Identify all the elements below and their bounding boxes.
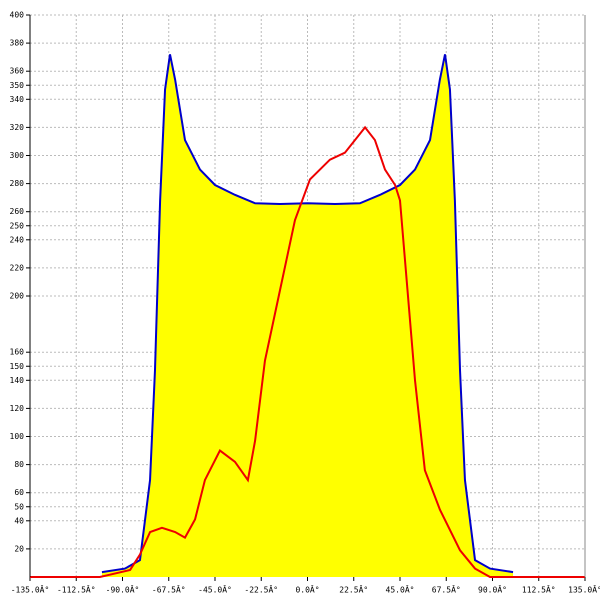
y-tick-label: 200 xyxy=(10,292,25,301)
y-tick-label: 50 xyxy=(14,502,24,511)
y-tick-label: 40 xyxy=(14,516,24,525)
y-tick-label: 80 xyxy=(14,460,24,469)
y-tick-label: 120 xyxy=(10,404,25,413)
y-tick-label: 360 xyxy=(10,67,25,76)
y-tick-label: 250 xyxy=(10,221,25,230)
x-tick-label: -22.5Â° xyxy=(244,584,278,595)
x-tick-label: -67.5Â° xyxy=(152,584,186,595)
x-tick-label: 112.5Â° xyxy=(522,584,556,595)
line xyxy=(30,125,585,578)
area xyxy=(101,54,514,577)
y-tick-label: 160 xyxy=(10,348,25,357)
x-tick-label: 0.0Â° xyxy=(295,584,319,595)
x-tick-label: 90.0Â° xyxy=(478,584,507,595)
y-tick-label: 300 xyxy=(10,151,25,160)
x-tick-label: 67.5Â° xyxy=(432,584,461,595)
y-tick-label: 150 xyxy=(10,362,25,371)
x-tick-label: 135.0Â° xyxy=(568,584,600,595)
y-tick-label: 140 xyxy=(10,376,25,385)
x-tick-label: 22.5Â° xyxy=(339,584,368,595)
y-tick-label: 260 xyxy=(10,207,25,216)
line xyxy=(101,54,514,574)
y-tick-label: 340 xyxy=(10,95,25,104)
x-tick-label: -112.5Â° xyxy=(57,584,96,595)
y-tick-label: 240 xyxy=(10,235,25,244)
y-tick-label: 60 xyxy=(14,488,24,497)
x-tick-label: -90.0Â° xyxy=(106,584,140,595)
y-tick-label: 380 xyxy=(10,39,25,48)
y-tick-label: 320 xyxy=(10,123,25,132)
y-tick-label: 20 xyxy=(14,544,24,553)
y-tick-label: 350 xyxy=(10,81,25,90)
x-tick-label: 45.0Â° xyxy=(386,584,415,595)
y-tick-label: 280 xyxy=(10,179,25,188)
y-tick-label: 400 xyxy=(10,11,25,20)
y-tick-label: 100 xyxy=(10,432,25,441)
x-tick-label: -45.0Â° xyxy=(198,584,232,595)
x-tick-label: -135.0Â° xyxy=(11,584,50,595)
y-tick-label: 220 xyxy=(10,263,25,272)
